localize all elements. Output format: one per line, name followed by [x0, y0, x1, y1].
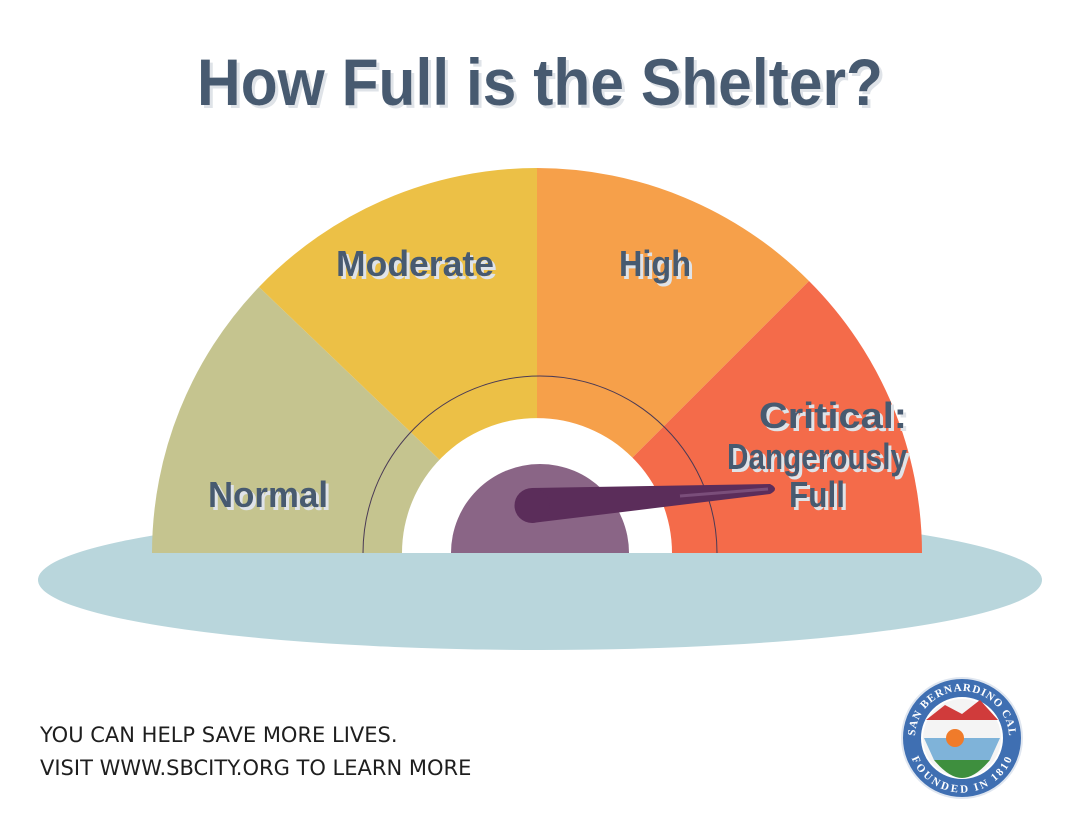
level-label: Normal	[208, 474, 328, 515]
needle-highlight	[679, 487, 769, 498]
footer-line: VISIT WWW.SBCITY.ORG TO LEARN MORE	[40, 756, 471, 780]
level-label: Full	[789, 474, 845, 515]
seal-sun	[946, 729, 964, 747]
seal-field	[934, 760, 990, 778]
inner-arc	[362, 375, 718, 554]
seal-sky	[924, 738, 1000, 760]
needle-hub	[514, 488, 550, 523]
seal-mountain	[926, 700, 998, 720]
gauge	[152, 168, 922, 554]
title: How Full is the Shelter?	[197, 45, 883, 119]
level-label: Critical:	[759, 395, 907, 436]
level-label: High	[619, 243, 691, 284]
footer-line: YOU CAN HELP SAVE MORE LIVES.	[39, 723, 398, 747]
level-label: Dangerously	[727, 436, 907, 477]
level-label: Moderate	[336, 243, 494, 284]
